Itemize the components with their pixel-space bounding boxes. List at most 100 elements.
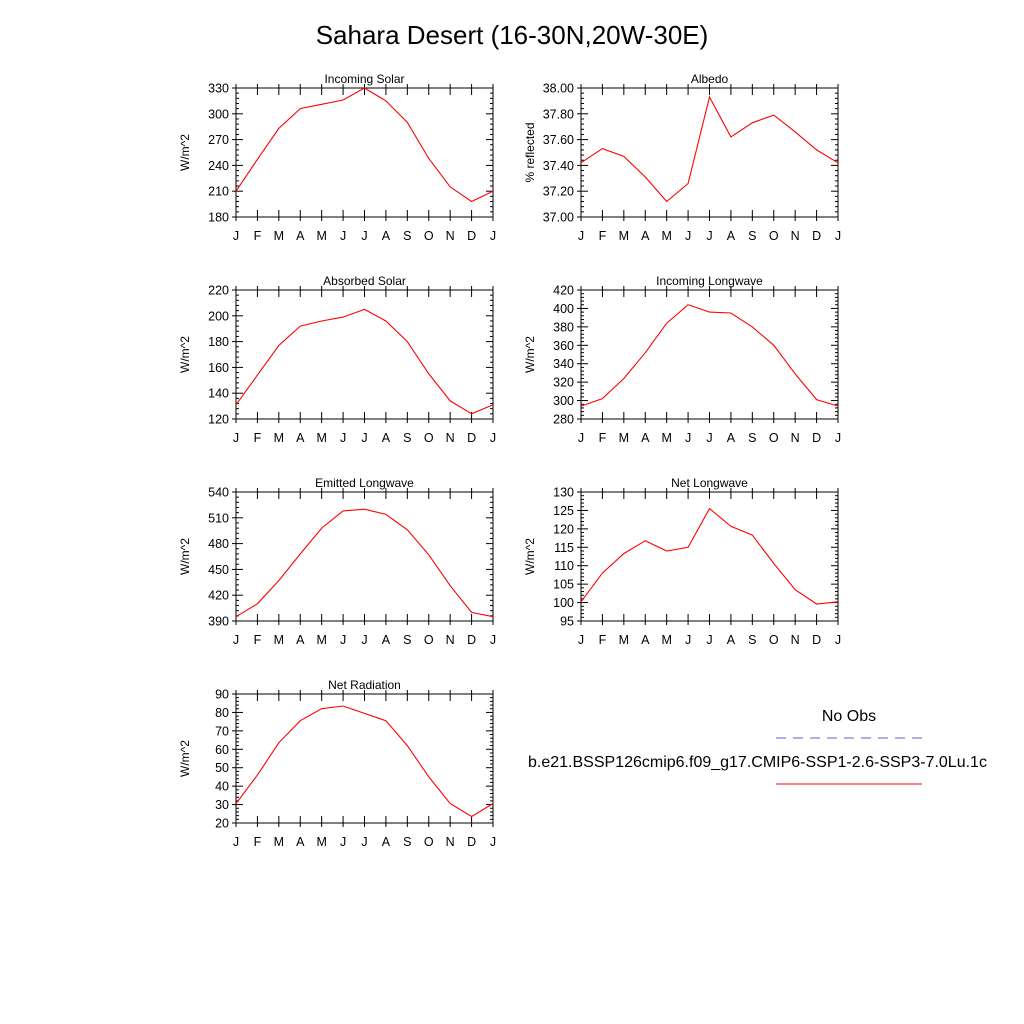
chart-emitted-longwave: Emitted Longwave W/m^2 390 420 450 480 510 540 J… xyxy=(178,476,496,647)
x-tick-label: D xyxy=(467,229,476,243)
chart-title: Emitted Longwave xyxy=(315,476,414,490)
x-tick-label: A xyxy=(641,229,650,243)
legend-obs-label: No Obs xyxy=(822,708,876,725)
y-tick-label: 360 xyxy=(553,339,574,353)
x-tick-label: D xyxy=(467,633,476,647)
y-tick-label: 125 xyxy=(553,504,574,518)
y-tick-label: 400 xyxy=(553,302,574,316)
y-tick-label: 20 xyxy=(215,817,229,831)
series-line xyxy=(235,705,494,818)
x-tick-label: O xyxy=(769,229,779,243)
x-tick-label: A xyxy=(296,633,305,647)
y-tick-label: 220 xyxy=(208,284,229,298)
y-tick-label: 180 xyxy=(208,335,229,349)
chart-title: Incoming Longwave xyxy=(656,274,763,288)
y-tick-label: 380 xyxy=(553,320,574,334)
x-tick-label: J xyxy=(490,229,496,243)
y-tick-label: 37.40 xyxy=(543,159,574,173)
y-tick-label: 105 xyxy=(553,578,574,592)
y-tick-label: 110 xyxy=(554,559,574,573)
y-tick-label: 330 xyxy=(208,82,229,96)
x-tick-label: N xyxy=(791,633,800,647)
y-tick-label: 390 xyxy=(208,615,229,629)
x-tick-label: N xyxy=(446,633,455,647)
x-tick-label: J xyxy=(233,835,239,849)
x-tick-label: J xyxy=(361,633,367,647)
x-tick-label: J xyxy=(490,633,496,647)
y-tick-label: 95 xyxy=(560,615,574,629)
series-line xyxy=(235,87,494,203)
x-tick-label: A xyxy=(296,431,305,445)
x-tick-label: S xyxy=(748,229,756,243)
y-tick-label: 280 xyxy=(553,413,574,427)
y-tick-label: 80 xyxy=(215,706,229,720)
y-tick-label: 480 xyxy=(208,537,229,551)
x-tick-label: F xyxy=(254,633,262,647)
chart-albedo: Albedo % reflected 37.00 37.20 37.40 37.60 37.… xyxy=(523,72,841,243)
plot-frame xyxy=(580,87,839,218)
x-tick-label: M xyxy=(274,229,284,243)
y-tick-label: 140 xyxy=(208,387,229,401)
chart-title: Absorbed Solar xyxy=(323,274,406,288)
x-tick-label: M xyxy=(661,229,671,243)
x-tick-label: J xyxy=(233,229,239,243)
y-tick-label: 320 xyxy=(553,376,574,390)
y-tick-label: 100 xyxy=(553,596,574,610)
x-tick-label: D xyxy=(467,835,476,849)
x-tick-label: J xyxy=(340,229,346,243)
x-tick-label: M xyxy=(316,229,326,243)
x-tick-label: J xyxy=(361,835,367,849)
y-tick-label: 50 xyxy=(215,761,229,775)
y-axis-label: W/m^2 xyxy=(178,538,192,575)
x-tick-label: M xyxy=(619,431,629,445)
x-tick-label: J xyxy=(361,431,367,445)
x-tick-label: N xyxy=(446,835,455,849)
legend-model-label: b.e21.BSSP126cmip6.f09_g17.CMIP6-SSP1-2.… xyxy=(528,754,987,771)
x-tick-label: J xyxy=(578,431,584,445)
y-tick-label: 37.60 xyxy=(543,133,574,147)
y-tick-label: 240 xyxy=(208,159,229,173)
chart-title: Net Longwave xyxy=(671,476,748,490)
x-tick-label: A xyxy=(641,431,650,445)
x-tick-label: M xyxy=(274,835,284,849)
x-tick-label: J xyxy=(233,633,239,647)
y-tick-label: 120 xyxy=(208,413,229,427)
y-tick-label: 40 xyxy=(215,780,229,794)
y-tick-label: 210 xyxy=(208,185,229,199)
series-line xyxy=(580,95,839,203)
x-tick-label: S xyxy=(748,431,756,445)
legend: No Obs b.e21.BSSP126cmip6.f09_g17.CMIP6-S… xyxy=(528,708,987,785)
y-axis-label: W/m^2 xyxy=(178,740,192,777)
x-tick-label: F xyxy=(599,431,607,445)
x-tick-label: J xyxy=(233,431,239,445)
page-title: Sahara Desert (16-30N,20W-30E) xyxy=(315,20,709,50)
x-tick-label: O xyxy=(769,633,779,647)
x-tick-label: M xyxy=(274,431,284,445)
x-tick-label: D xyxy=(812,431,821,445)
x-tick-label: J xyxy=(835,633,841,647)
series-line xyxy=(235,508,494,618)
y-tick-label: 160 xyxy=(208,361,229,375)
x-tick-label: J xyxy=(706,229,712,243)
x-tick-label: N xyxy=(791,229,800,243)
y-axis-label: W/m^2 xyxy=(178,134,192,171)
x-tick-label: J xyxy=(835,431,841,445)
x-tick-label: M xyxy=(274,633,284,647)
x-tick-label: N xyxy=(446,431,455,445)
y-tick-label: 120 xyxy=(553,522,574,536)
series-line xyxy=(235,308,494,415)
x-tick-label: D xyxy=(812,633,821,647)
y-tick-label: 70 xyxy=(215,724,229,738)
y-tick-label: 270 xyxy=(208,133,229,147)
chart-net-longwave: Net Longwave W/m^2 95 100 105 110 115 120 125 130… xyxy=(523,476,841,647)
x-tick-label: F xyxy=(599,229,607,243)
x-tick-label: S xyxy=(403,835,411,849)
x-tick-label: J xyxy=(361,229,367,243)
y-tick-label: 300 xyxy=(553,394,574,408)
y-axis-label: W/m^2 xyxy=(523,538,537,575)
y-axis-label: W/m^2 xyxy=(523,336,537,373)
x-tick-label: A xyxy=(382,229,391,243)
